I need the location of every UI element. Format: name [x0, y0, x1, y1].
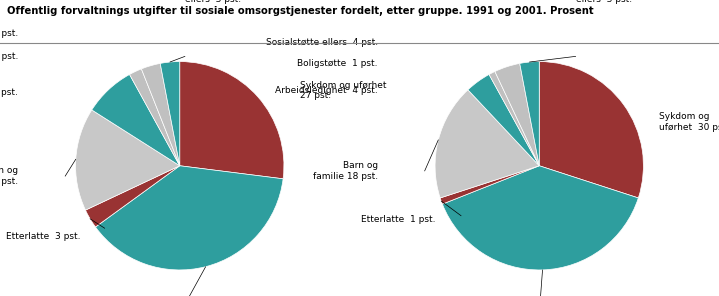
- Wedge shape: [539, 62, 644, 198]
- Wedge shape: [468, 75, 539, 166]
- Text: Boligstøtte  1 pst.: Boligstøtte 1 pst.: [297, 59, 377, 68]
- Wedge shape: [96, 166, 283, 270]
- Wedge shape: [495, 63, 539, 166]
- Text: Barn og
familie 16 pst.: Barn og familie 16 pst.: [0, 166, 18, 186]
- Wedge shape: [489, 72, 539, 166]
- Wedge shape: [520, 62, 539, 166]
- Wedge shape: [435, 90, 539, 198]
- Text: Sykdom og uførhet
27 pst.: Sykdom og uførhet 27 pst.: [300, 81, 386, 100]
- Text: Sosiale omsorgstjenester
ellers  3 pst.: Sosiale omsorgstjenester ellers 3 pst.: [576, 0, 690, 4]
- Text: Sosialstøtte ellers  4 pst.: Sosialstøtte ellers 4 pst.: [265, 38, 377, 47]
- Text: Barn og
familie 18 pst.: Barn og familie 18 pst.: [313, 161, 377, 181]
- Text: Arbeidsledighet  8 pst.: Arbeidsledighet 8 pst.: [0, 88, 18, 97]
- Wedge shape: [160, 62, 180, 166]
- Text: Boligstøtte  2 pst.: Boligstøtte 2 pst.: [0, 52, 18, 61]
- Text: Sosiale omsorgstjenester
ellers  3 pst.: Sosiale omsorgstjenester ellers 3 pst.: [185, 0, 299, 4]
- Text: Offentlig forvaltnings utgifter til sosiale omsorgstjenester fordelt, etter grup: Offentlig forvaltnings utgifter til sosi…: [7, 6, 594, 16]
- Text: Etterlatte  1 pst.: Etterlatte 1 pst.: [360, 215, 435, 224]
- Text: Sykdom og
uførhet  30 pst.: Sykdom og uførhet 30 pst.: [659, 112, 719, 132]
- Text: Sosialstøtte ellers  3 pst.: Sosialstøtte ellers 3 pst.: [0, 29, 18, 38]
- Wedge shape: [180, 62, 284, 179]
- Wedge shape: [75, 110, 180, 210]
- Text: Arbeidsledighet  4 pst.: Arbeidsledighet 4 pst.: [275, 86, 377, 95]
- Wedge shape: [440, 166, 539, 204]
- Wedge shape: [129, 69, 180, 166]
- Wedge shape: [442, 166, 638, 270]
- Text: Etterlatte  3 pst.: Etterlatte 3 pst.: [6, 232, 81, 241]
- Wedge shape: [86, 166, 180, 227]
- Wedge shape: [142, 63, 180, 166]
- Wedge shape: [92, 75, 180, 166]
